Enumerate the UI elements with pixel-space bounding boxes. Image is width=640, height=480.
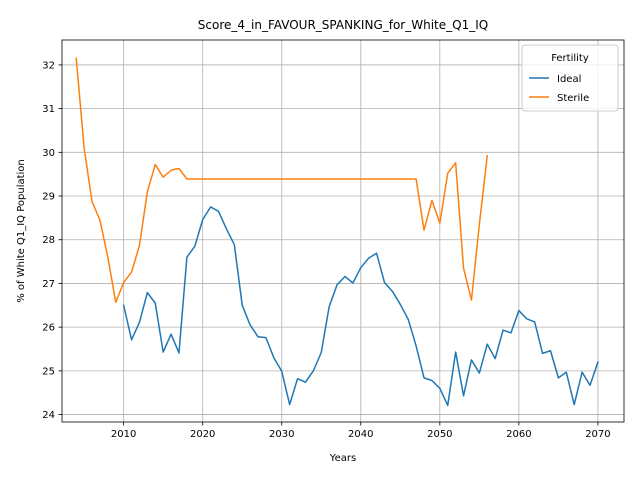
y-tick-label: 27 (42, 279, 55, 290)
plot-area-frame (61, 39, 625, 423)
legend: Fertility Ideal Sterile (521, 44, 619, 112)
y-tick-label: 25 (42, 366, 55, 377)
x-axis-title: Years (329, 453, 356, 464)
legend-label-ideal: Ideal (557, 74, 581, 85)
y-axis: 24 25 26 27 28 29 30 31 32 (42, 60, 62, 421)
y-tick-label: 30 (42, 148, 55, 159)
grid-lines (62, 40, 624, 422)
y-axis-title: % of White Q1_IQ Population (16, 159, 27, 303)
x-tick-label: 2060 (506, 429, 531, 440)
y-tick-label: 29 (42, 192, 55, 203)
y-tick-label: 24 (42, 410, 55, 421)
x-tick-label: 2070 (585, 429, 610, 440)
y-tick-label: 26 (42, 323, 55, 334)
x-tick-label: 2020 (190, 429, 215, 440)
y-tick-label: 31 (42, 104, 55, 115)
chart-title: Score_4_in_FAVOUR_SPANKING_for_White_Q1_… (198, 18, 488, 32)
series-line-ideal (122, 206, 599, 407)
series-layer (75, 57, 599, 407)
x-tick-label: 2030 (269, 429, 294, 440)
x-tick-label: 2050 (427, 429, 452, 440)
x-axis: 2010 2020 2030 2040 2050 2060 2070 (111, 422, 611, 440)
legend-label-sterile: Sterile (557, 93, 589, 104)
series-line-sterile (75, 57, 489, 303)
x-tick-label: 2040 (348, 429, 373, 440)
y-tick-label: 32 (42, 60, 55, 71)
legend-title: Fertility (551, 53, 589, 64)
legend-box (521, 44, 619, 112)
x-tick-label: 2010 (111, 429, 136, 440)
y-tick-label: 28 (42, 235, 55, 246)
